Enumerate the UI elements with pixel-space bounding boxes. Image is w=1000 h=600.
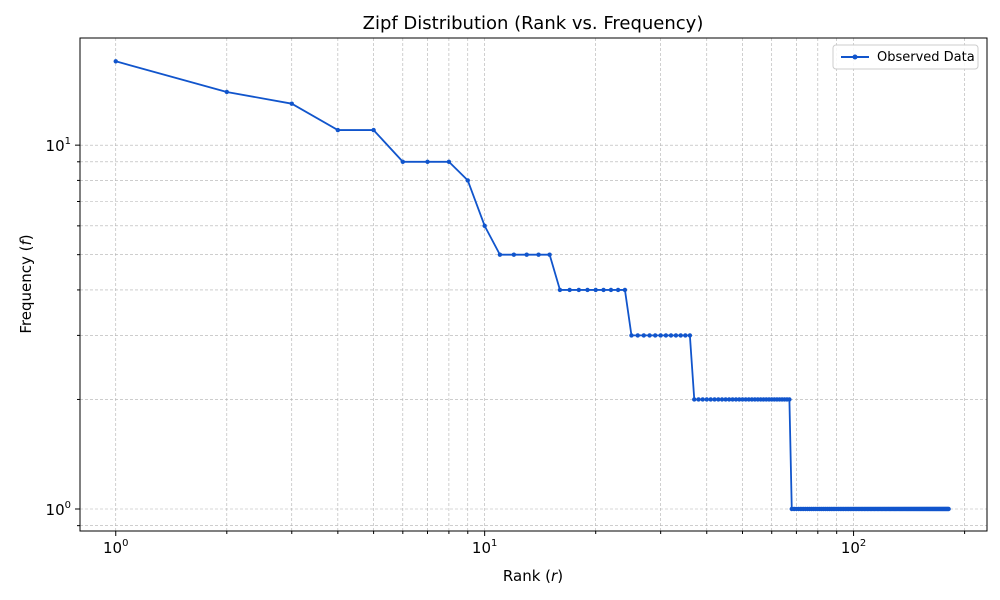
data-point-rank-46 xyxy=(726,397,732,402)
x-axis-label: Rank (r) xyxy=(503,567,563,585)
data-point-rank-15 xyxy=(547,252,552,257)
data-point-rank-2 xyxy=(224,89,229,95)
y-axis-label: Frequency (f) xyxy=(17,234,35,333)
y-tick-label-base: 10 xyxy=(46,501,65,519)
x-tick-label-base: 10 xyxy=(472,539,491,557)
data-point-rank-10 xyxy=(482,223,487,229)
y-tick-label-exponent: 0 xyxy=(65,500,71,511)
data-point-rank-17 xyxy=(567,287,572,293)
x-tick-label-exponent: 1 xyxy=(491,538,497,549)
plot-frame xyxy=(79,37,988,532)
y-axis-label-text: Frequency xyxy=(17,256,35,334)
data-point-rank-42 xyxy=(712,397,717,402)
x-tick-label: 101 xyxy=(472,538,497,557)
data-point-rank-11 xyxy=(497,252,503,257)
data-point-rank-34 xyxy=(678,333,683,338)
data-point-rank-31 xyxy=(663,333,669,338)
data-point-rank-52 xyxy=(746,397,751,402)
legend-marker-swatch xyxy=(852,54,858,60)
data-point-rank-36 xyxy=(687,333,693,338)
data-point-rank-19 xyxy=(585,287,590,293)
legend-box xyxy=(832,44,979,70)
data-point-rank-8 xyxy=(446,159,452,164)
data-point-rank-51 xyxy=(743,397,748,402)
data-point-rank-20 xyxy=(593,287,598,293)
legend: Observed Data xyxy=(832,44,979,70)
data-point-rank-47 xyxy=(730,397,735,402)
legend-label: Observed Data xyxy=(877,50,975,65)
data-point-rank-28 xyxy=(647,333,652,338)
data-point-rank-21 xyxy=(601,287,606,293)
data-point-rank-18 xyxy=(576,287,582,293)
data-point-rank-39 xyxy=(700,397,705,402)
data-point-rank-45 xyxy=(723,397,728,402)
x-tick-label-exponent: 2 xyxy=(860,538,866,549)
data-point-rank-29 xyxy=(653,333,658,338)
data-point-rank-30 xyxy=(658,333,663,338)
x-tick-label: 100 xyxy=(103,538,128,557)
series-line xyxy=(115,60,949,510)
data-point-rank-37 xyxy=(692,397,697,402)
y-tick-label-exponent: 1 xyxy=(65,136,71,147)
data-point-rank-3 xyxy=(289,101,294,106)
data-point-rank-27 xyxy=(641,333,646,338)
y-tick-label: 100 xyxy=(46,500,71,519)
data-point-rank-48 xyxy=(733,397,739,402)
x-axis-label-text: Rank xyxy=(503,567,541,585)
data-point-rank-22 xyxy=(608,287,614,293)
data-point-rank-5 xyxy=(371,127,376,133)
data-point-rank-33 xyxy=(673,333,679,338)
data-point-rank-49 xyxy=(737,397,742,402)
data-point-rank-40 xyxy=(704,397,709,402)
data-point-rank-41 xyxy=(708,397,713,402)
grid-layer xyxy=(80,38,987,531)
x-tick-label: 102 xyxy=(841,538,866,557)
data-point-rank-35 xyxy=(683,333,688,338)
data-point-rank-16 xyxy=(557,287,563,293)
data-point-rank-67 xyxy=(787,397,792,402)
x-tick-label-exponent: 0 xyxy=(122,538,128,549)
data-point-rank-32 xyxy=(668,333,674,338)
y-axis-label-var: f xyxy=(17,238,35,246)
chart-title: Zipf Distribution (Rank vs. Frequency) xyxy=(363,13,704,34)
data-point-rank-44 xyxy=(719,397,725,402)
data-point-rank-181 xyxy=(946,506,951,512)
data-point-rank-14 xyxy=(536,252,541,257)
data-point-rank-24 xyxy=(622,287,628,293)
data-point-rank-4 xyxy=(335,127,341,133)
data-point-rank-6 xyxy=(400,159,406,164)
data-point-rank-50 xyxy=(740,397,745,402)
data-point-rank-7 xyxy=(425,159,430,164)
y-tick-label-base: 10 xyxy=(46,137,65,155)
series-layer xyxy=(113,59,951,512)
data-point-rank-26 xyxy=(635,333,640,338)
x-tick-label-base: 10 xyxy=(841,539,860,557)
data-point-rank-13 xyxy=(524,252,529,257)
data-point-rank-38 xyxy=(696,397,701,402)
data-point-rank-23 xyxy=(615,287,621,293)
x-tick-label-base: 10 xyxy=(103,539,122,557)
y-tick-label: 101 xyxy=(46,136,71,155)
data-point-rank-12 xyxy=(511,252,517,257)
data-point-rank-43 xyxy=(716,397,721,402)
data-point-rank-1 xyxy=(113,59,118,64)
data-point-rank-25 xyxy=(629,333,634,338)
x-axis-label-var: r xyxy=(551,567,558,585)
data-point-rank-9 xyxy=(465,178,470,183)
